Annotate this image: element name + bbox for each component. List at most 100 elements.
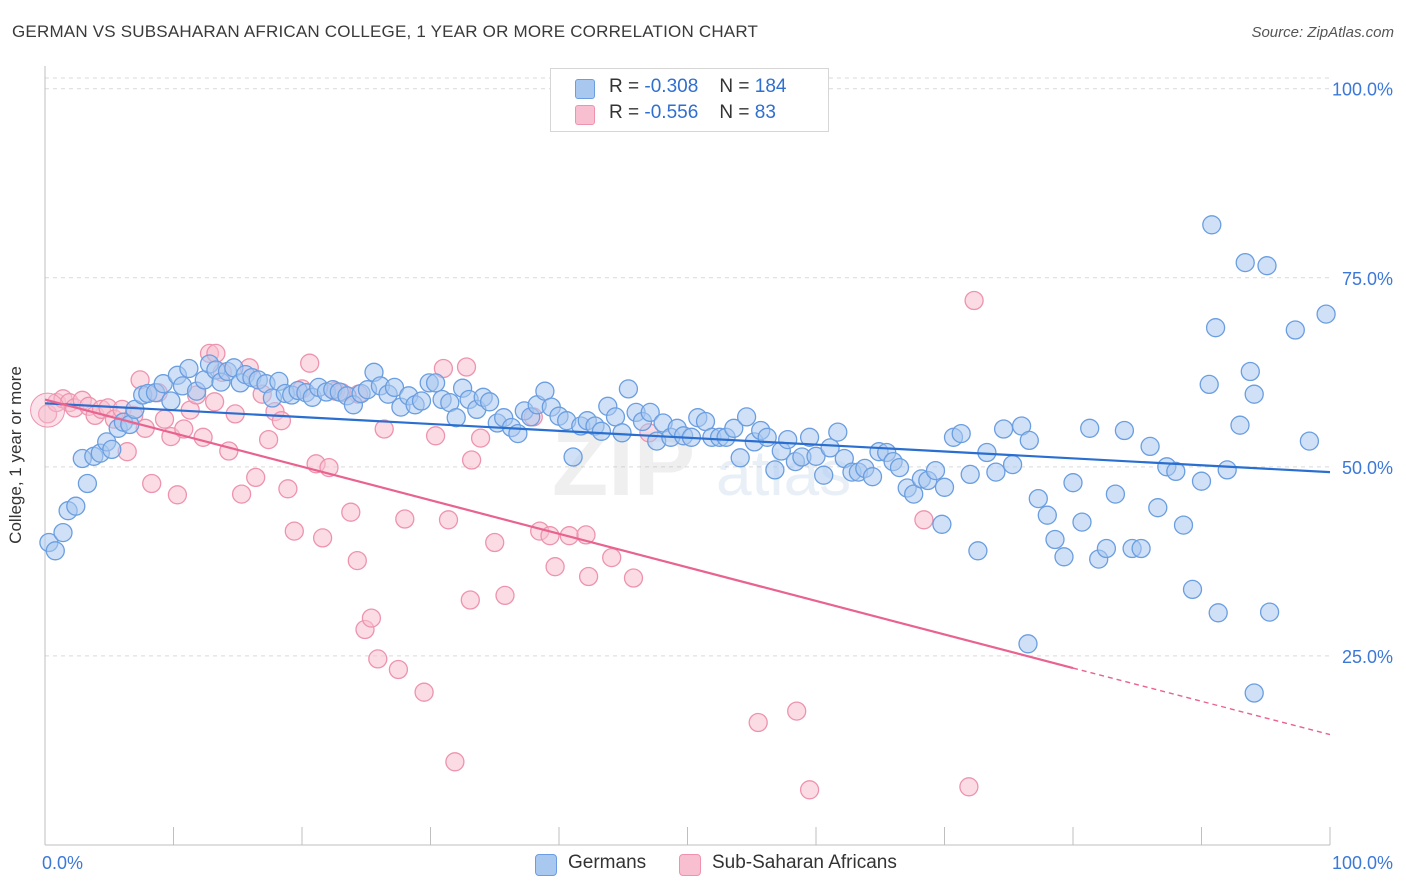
germans-point [1114, 420, 1135, 441]
germans-point [1299, 431, 1320, 451]
africans-point [495, 585, 515, 606]
germans-point [932, 514, 952, 534]
africans-point [414, 682, 434, 702]
africans-point [799, 780, 820, 800]
germans-point [1173, 515, 1194, 535]
africans-point [312, 528, 333, 548]
germans-point [730, 448, 750, 468]
germans-point [889, 457, 910, 478]
x-tick-label: 0.0% [42, 853, 83, 873]
africans-point [425, 426, 446, 446]
germans-point [960, 464, 980, 485]
africans-point [456, 357, 477, 377]
germans-point [1202, 215, 1222, 235]
germans-point [179, 358, 199, 379]
germans-point [53, 522, 73, 543]
legend-n-label: N = [719, 102, 750, 123]
legend-n-value: 83 [754, 102, 776, 123]
legend-swatch-africans [575, 105, 595, 125]
germans-point [951, 423, 971, 444]
x-tick-label: 100.0% [1332, 853, 1393, 873]
bottom-legend-swatch-germans [535, 854, 557, 876]
africans-point-large [30, 392, 66, 428]
germans-point [1018, 634, 1038, 654]
africans-point [578, 566, 599, 587]
bottom-legend-swatch-africans [679, 854, 701, 876]
germans-point [1217, 460, 1237, 480]
legend-r-label: R = [609, 76, 640, 97]
legend-n-value: 184 [754, 76, 787, 97]
africans-point [470, 428, 491, 448]
africans-point [167, 485, 188, 505]
germans-point [1285, 320, 1305, 340]
germans-point [736, 407, 757, 427]
bottom-legend-label-germans: Germans [568, 852, 647, 873]
germans-point [1002, 454, 1023, 475]
germans-point [1054, 547, 1074, 567]
germans-trend-line [44, 402, 1331, 474]
germans-point [591, 421, 612, 441]
germans-point [778, 429, 798, 450]
germans-point [425, 373, 446, 393]
germans-point [757, 427, 777, 447]
germans-point [1244, 384, 1264, 404]
africans-point [374, 419, 394, 439]
germans-point [1199, 374, 1219, 395]
germans-point [968, 541, 988, 561]
legend-r-label: R = [609, 102, 640, 123]
germans-point [862, 467, 883, 487]
germans-point [1244, 683, 1264, 703]
germans-point [1019, 430, 1039, 451]
africans-point [154, 409, 175, 429]
legend-r-value: -0.308 [644, 76, 699, 97]
africans-point [485, 532, 505, 553]
y-tick-label: 25.0% [1342, 647, 1393, 667]
germans-point [904, 484, 924, 504]
africans-point [438, 510, 459, 530]
germans-point [1208, 603, 1228, 623]
germans-point [411, 391, 432, 411]
germans-point [1028, 488, 1048, 509]
legend-swatch-germans [575, 79, 595, 99]
germans-point [77, 473, 98, 494]
germans-point [1191, 471, 1212, 491]
africans-point [395, 509, 415, 529]
germans-point [1257, 256, 1277, 276]
germans-point [814, 465, 834, 485]
africans-point [204, 392, 225, 412]
germans-point [618, 379, 639, 399]
y-tick-label: 50.0% [1342, 458, 1393, 478]
africans-point [959, 777, 979, 797]
germans-point [1096, 538, 1117, 559]
germans-point [828, 422, 848, 442]
y-tick-label: 100.0% [1332, 80, 1393, 100]
germans-point [1166, 461, 1186, 482]
germans-point [1080, 418, 1100, 438]
germans-point [1230, 415, 1250, 435]
germans-point [446, 408, 466, 428]
germans-point [1045, 529, 1065, 550]
germans-point [563, 447, 583, 467]
africans-point [284, 521, 304, 541]
africans-point [748, 712, 768, 733]
germans-point [161, 391, 181, 411]
legend-n-label: N = [719, 76, 750, 97]
germans-point [925, 460, 946, 481]
y-tick-label: 75.0% [1342, 269, 1393, 289]
germans-point [1131, 538, 1151, 559]
germans-point [1148, 498, 1168, 518]
africans-point [219, 441, 239, 461]
germans-point [640, 402, 660, 423]
germans-point [153, 374, 173, 394]
germans-point [45, 541, 65, 561]
germans-point [765, 460, 785, 480]
germans-point [986, 462, 1006, 482]
germans-point [1140, 436, 1160, 457]
africans-point [300, 353, 320, 373]
germans-point [806, 446, 826, 466]
germans-point [1235, 252, 1255, 273]
axes [44, 66, 1331, 846]
africans-point [341, 502, 361, 522]
legend-r-value: -0.556 [644, 102, 699, 123]
